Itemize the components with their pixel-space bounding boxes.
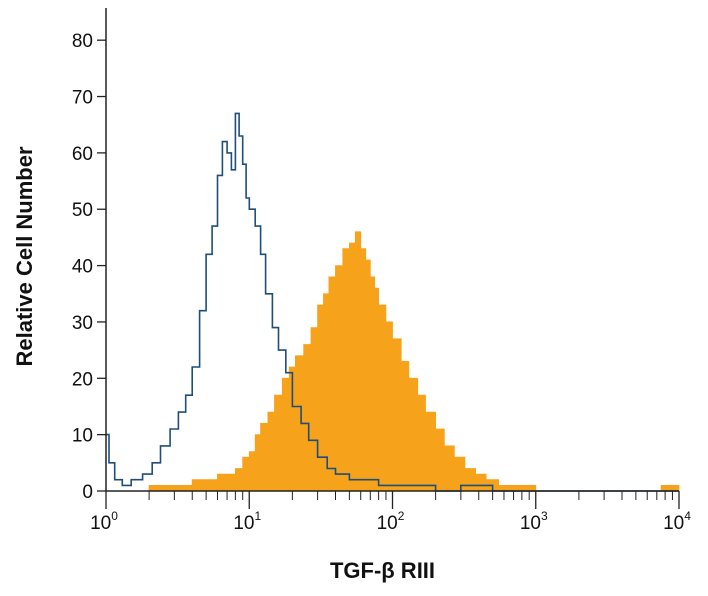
x-tick-label: 100 xyxy=(90,509,118,534)
y-tick-label: 0 xyxy=(82,482,93,503)
y-tick-label: 80 xyxy=(72,31,93,52)
plot-area xyxy=(106,112,680,492)
y-tick-label: 40 xyxy=(72,257,93,278)
histogram-outline-series xyxy=(106,112,679,492)
x-axis-title: TGF-β RIII xyxy=(330,558,435,583)
histogram-filled-series xyxy=(106,231,680,492)
y-axis-title: Relative Cell Number xyxy=(12,146,37,367)
x-tick-label: 104 xyxy=(663,509,691,534)
y-tick-label: 10 xyxy=(72,426,93,447)
x-tick-label: 103 xyxy=(520,509,548,534)
x-tick-label: 102 xyxy=(377,509,405,534)
y-axis: 0 10 20 30 40 50 60 70 80 xyxy=(72,8,107,503)
y-tick-label: 50 xyxy=(72,200,93,221)
x-axis: 100 101 102 103 104 xyxy=(90,490,691,534)
y-tick-label: 60 xyxy=(72,144,93,165)
y-tick-label: 70 xyxy=(72,88,93,109)
x-tick-label: 101 xyxy=(233,509,261,534)
y-tick-label: 20 xyxy=(72,369,93,390)
y-tick-label: 30 xyxy=(72,313,93,334)
